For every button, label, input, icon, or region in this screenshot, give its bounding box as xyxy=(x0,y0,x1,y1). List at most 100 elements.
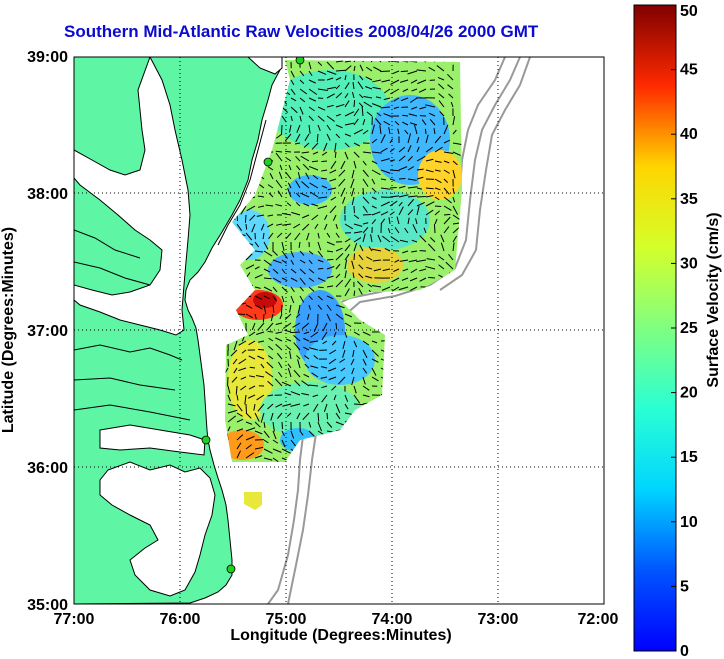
current-vector xyxy=(297,359,301,369)
current-vector xyxy=(365,86,373,90)
current-vector xyxy=(276,133,283,139)
current-vector xyxy=(284,313,292,320)
current-vector xyxy=(388,127,391,135)
current-vector xyxy=(340,187,346,197)
current-vector xyxy=(263,439,269,444)
current-vector xyxy=(353,151,360,158)
current-vector xyxy=(282,403,292,407)
current-vector xyxy=(254,304,263,310)
current-vector xyxy=(399,259,409,262)
colorbar-tick-label: 25 xyxy=(680,320,698,337)
current-vector xyxy=(391,286,400,292)
current-vector xyxy=(263,268,271,273)
current-vector xyxy=(268,232,274,240)
current-vector xyxy=(235,385,238,395)
current-vector xyxy=(443,160,450,164)
current-vector xyxy=(299,115,302,122)
current-vector xyxy=(286,338,292,342)
current-vector xyxy=(317,295,323,301)
current-vector xyxy=(362,118,366,126)
current-vector xyxy=(402,88,409,92)
current-vector xyxy=(418,88,427,93)
x-tick-label: 72:00 xyxy=(578,611,619,628)
current-vector xyxy=(407,70,418,75)
current-vector xyxy=(267,223,274,228)
current-vector xyxy=(429,118,436,126)
current-vector xyxy=(297,304,301,314)
current-vector xyxy=(365,76,373,81)
current-vector xyxy=(232,358,238,365)
current-vector xyxy=(296,165,301,171)
current-vector xyxy=(387,228,391,234)
current-vector xyxy=(245,435,255,441)
current-vector xyxy=(400,79,409,83)
current-vector xyxy=(290,277,298,282)
current-vector xyxy=(353,331,360,336)
current-vector xyxy=(380,211,389,216)
current-vector xyxy=(308,259,313,265)
current-vector xyxy=(281,241,285,251)
radar-site-markers xyxy=(201,57,305,574)
current-vector xyxy=(332,214,337,221)
current-vector xyxy=(328,376,337,381)
current-vector xyxy=(389,186,397,189)
current-vector xyxy=(389,169,400,172)
current-vector xyxy=(371,219,377,225)
current-vector xyxy=(287,363,292,369)
y-tick-label: 38:00 xyxy=(27,186,68,203)
current-vector xyxy=(303,203,310,207)
current-vector xyxy=(245,253,253,261)
current-vector xyxy=(276,232,283,238)
current-vector xyxy=(236,428,244,432)
current-vector xyxy=(362,376,366,385)
current-vector xyxy=(344,75,347,81)
current-vector xyxy=(357,280,364,288)
current-vector xyxy=(333,331,337,338)
current-vector xyxy=(272,304,275,313)
current-vector xyxy=(330,196,337,201)
chesapeake-bay xyxy=(74,57,191,336)
current-vector xyxy=(300,155,310,162)
current-vector xyxy=(277,412,283,419)
current-vector xyxy=(390,79,400,85)
current-vector xyxy=(330,160,337,169)
current-vector xyxy=(311,142,319,150)
current-vector xyxy=(353,242,358,252)
current-vector xyxy=(443,139,451,144)
current-vector xyxy=(299,97,306,103)
current-vector xyxy=(398,177,406,180)
current-vector xyxy=(290,331,301,334)
current-vector xyxy=(265,204,274,207)
current-vector xyxy=(303,331,310,335)
current-vector xyxy=(359,244,364,252)
current-vector xyxy=(294,142,301,145)
current-vector xyxy=(363,101,373,108)
current-vector xyxy=(236,394,239,401)
current-vector xyxy=(269,172,274,180)
current-vector xyxy=(295,156,301,162)
current-vector xyxy=(362,385,370,391)
current-vector xyxy=(301,181,310,189)
current-vector xyxy=(380,106,391,109)
albemarle-sound xyxy=(99,424,206,456)
current-vector xyxy=(452,129,457,135)
current-vector xyxy=(371,151,382,154)
current-vector xyxy=(285,232,292,240)
current-vector xyxy=(419,268,427,272)
current-vector xyxy=(371,340,378,344)
current-vector xyxy=(358,264,364,270)
x-tick-label: 74:00 xyxy=(372,611,413,628)
current-vector xyxy=(279,164,283,171)
current-vector xyxy=(236,313,246,316)
current-vector xyxy=(245,223,248,230)
current-vector xyxy=(245,412,252,419)
current-vector xyxy=(263,457,273,461)
current-vector xyxy=(358,254,364,261)
current-vector xyxy=(371,160,378,165)
current-vector xyxy=(362,169,369,177)
current-vector xyxy=(263,250,273,257)
current-vector xyxy=(299,430,304,436)
current-vector xyxy=(238,340,247,346)
current-vector xyxy=(448,93,454,99)
current-vector xyxy=(268,355,274,360)
